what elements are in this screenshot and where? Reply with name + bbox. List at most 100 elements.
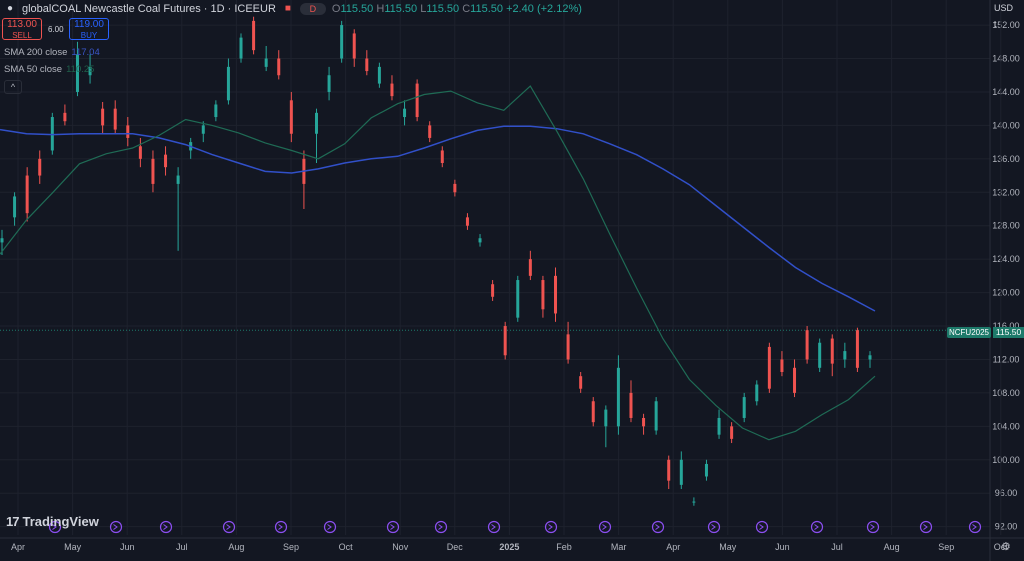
sell-label: SELL: [12, 31, 32, 40]
sma200-line: [0, 125, 876, 312]
y-tick-label: 132.00: [992, 187, 1020, 197]
candle-body: [654, 401, 658, 431]
indicator-sma50-legend[interactable]: SMA 50 close 110.25: [4, 64, 94, 75]
y-tick-label: 148.00: [992, 54, 1020, 64]
y-tick-label: 124.00: [992, 254, 1020, 264]
candle-body: [566, 334, 570, 360]
y-tick-label: 100.00: [992, 455, 1020, 465]
event-icon-glyph: [327, 524, 332, 530]
candle-body: [25, 175, 29, 214]
event-icon: [919, 520, 933, 534]
y-tick-label: 92.00: [995, 522, 1018, 532]
candle-body: [579, 376, 583, 389]
x-tick-label: May: [719, 542, 737, 552]
candle-body: [491, 284, 495, 297]
tradingview-logo-text: TradingView: [22, 514, 99, 529]
event-icon: [386, 520, 400, 534]
candle-body: [830, 338, 834, 364]
candle-body: [277, 58, 281, 76]
x-tick-label: Aug: [884, 542, 900, 552]
candle-body: [868, 355, 872, 360]
candle-body: [516, 280, 520, 318]
candle-body: [717, 417, 721, 435]
last-price-tag: 115.50: [993, 327, 1024, 338]
candle-body: [314, 112, 318, 134]
event-icon: [159, 520, 173, 534]
event-icon: [434, 520, 448, 534]
candle-body: [440, 150, 444, 164]
sell-button[interactable]: 113.00 SELL: [2, 18, 42, 40]
y-tick-label: 104.00: [992, 421, 1020, 431]
event-icon: [222, 520, 236, 534]
event-icon: [866, 520, 880, 534]
candle-body: [0, 238, 4, 243]
candle-body: [176, 175, 180, 184]
candle-body: [88, 66, 92, 76]
candle-body: [679, 459, 683, 485]
interval-badge[interactable]: D: [299, 3, 326, 15]
gear-icon[interactable]: ⚙: [1001, 541, 1011, 553]
candle-body: [528, 259, 532, 276]
candle-body: [352, 33, 356, 59]
event-icon: [544, 520, 558, 534]
y-tick-label: 144.00: [992, 87, 1020, 97]
event-icon: [48, 520, 62, 534]
axis-unit[interactable]: t: [994, 19, 997, 29]
candle-body: [478, 238, 482, 243]
x-tick-label: Sep: [938, 542, 954, 552]
symbol-title[interactable]: globalCOAL Newcastle Coal Futures · 1D ·…: [22, 3, 276, 15]
x-tick-label: Dec: [447, 542, 464, 552]
x-tick-label: May: [64, 542, 82, 552]
indicator-sma200-legend[interactable]: SMA 200 close 117.04: [4, 47, 100, 58]
x-tick-label: Oct: [994, 542, 1009, 552]
candle-body: [465, 217, 469, 226]
indicator-sma50-name: SMA 50 close: [4, 64, 63, 75]
candle-body: [604, 409, 608, 427]
candle-body: [855, 330, 859, 368]
sma50-line: [0, 85, 876, 441]
candle-body: [667, 459, 671, 481]
collapse-legend-button[interactable]: ^: [4, 80, 22, 94]
candle-body: [629, 392, 633, 418]
axis-currency[interactable]: USD: [994, 3, 1014, 13]
y-tick-label: 112.00: [993, 354, 1020, 364]
candle-body: [164, 154, 168, 168]
close-label: C: [462, 3, 471, 15]
tradingview-logo[interactable]: 17 TradingView: [6, 514, 99, 529]
event-icon: [810, 520, 824, 534]
event-icon-glyph: [870, 524, 875, 530]
candle-body: [365, 58, 369, 72]
event-icon: [487, 520, 501, 534]
event-icon-glyph: [655, 524, 660, 530]
candle-body: [767, 346, 771, 389]
x-tick-label: Apr: [11, 542, 25, 552]
symbol-logo-icon[interactable]: ●: [6, 3, 14, 14]
candle-body: [63, 112, 67, 122]
open-value: 115.50: [340, 3, 374, 15]
candle-body: [805, 330, 809, 360]
candle-body: [541, 280, 545, 310]
candle-body: [50, 117, 54, 151]
candle-body: [377, 66, 381, 84]
candle-body: [692, 501, 696, 503]
candle-body: [403, 108, 407, 118]
event-icon-glyph: [491, 524, 496, 530]
buy-button[interactable]: 119.00 BUY: [69, 18, 109, 40]
x-tick-label: Jun: [120, 542, 135, 552]
spread-value: 6.00: [48, 25, 64, 34]
event-icon: [651, 520, 665, 534]
x-tick-label: 2025: [499, 542, 519, 552]
candle-body: [818, 342, 822, 368]
low-label: L: [420, 3, 427, 15]
candle-body: [226, 66, 230, 101]
candle-body: [428, 125, 432, 138]
event-icon: [274, 520, 288, 534]
y-tick-label: 140.00: [992, 120, 1020, 130]
candle-body: [101, 108, 105, 126]
event-icon: [968, 520, 982, 534]
candle-body: [730, 426, 734, 439]
alert-icon[interactable]: ■: [284, 3, 291, 14]
y-tick-label: 116.00: [993, 321, 1020, 331]
